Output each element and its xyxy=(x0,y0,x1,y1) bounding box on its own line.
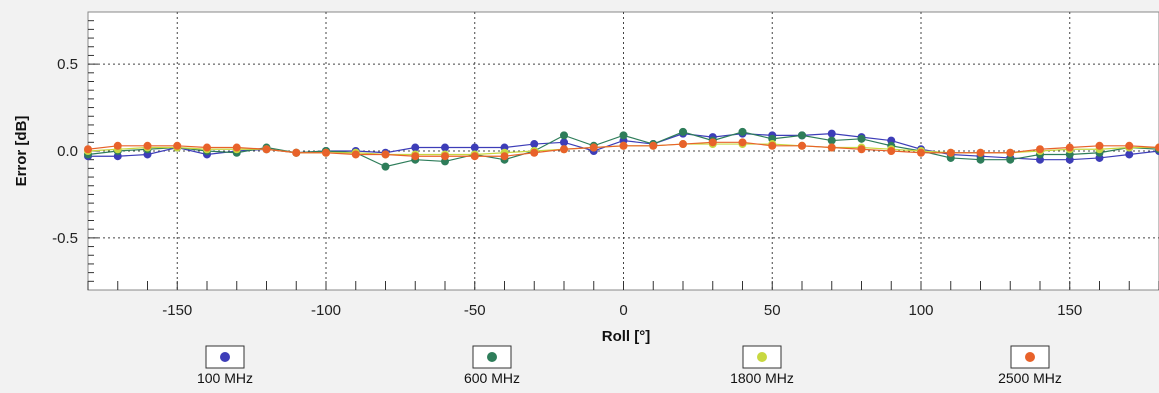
data-point-2500-mhz xyxy=(1006,148,1015,157)
data-point-2500-mhz xyxy=(649,141,658,150)
data-point-2500-mhz xyxy=(946,148,955,157)
grid-lines xyxy=(88,12,1159,290)
legend-item-2500-mhz: 2500 MHz xyxy=(998,345,1062,386)
data-point-600-mhz xyxy=(976,155,985,164)
data-point-2500-mhz xyxy=(768,141,777,150)
data-point-600-mhz xyxy=(738,127,747,136)
data-point-2500-mhz xyxy=(679,140,687,149)
data-point-2500-mhz xyxy=(262,145,271,154)
legend-item-600-mhz: 600 MHz xyxy=(464,345,520,386)
minor-ticks xyxy=(87,20,1159,290)
data-point-2500-mhz xyxy=(917,148,925,157)
legend: 100 MHz 600 MHz 1800 MHz 2500 MHz xyxy=(197,345,1062,386)
data-point-100-mhz xyxy=(470,143,479,152)
data-point-100-mhz xyxy=(560,138,568,147)
data-point-2500-mhz xyxy=(619,141,628,150)
data-point-2500-mhz xyxy=(173,141,182,150)
data-point-600-mhz xyxy=(1006,155,1015,164)
data-point-2500-mhz xyxy=(1065,143,1074,152)
data-point-100-mhz xyxy=(1125,150,1134,159)
data-point-2500-mhz xyxy=(500,152,509,161)
data-point-2500-mhz xyxy=(143,141,152,150)
data-point-100-mhz xyxy=(827,129,836,138)
x-tick-label: -100 xyxy=(311,302,341,319)
data-point-600-mhz xyxy=(560,131,568,140)
data-point-2500-mhz xyxy=(857,145,866,154)
data-point-2500-mhz xyxy=(1155,143,1159,152)
legend-marker xyxy=(487,352,497,362)
x-tick-label: 150 xyxy=(1057,302,1082,319)
data-point-600-mhz xyxy=(798,131,806,140)
x-axis-label: Roll [°] xyxy=(602,328,651,345)
data-point-600-mhz xyxy=(679,127,687,136)
data-point-2500-mhz xyxy=(292,148,301,157)
data-point-100-mhz xyxy=(530,140,539,149)
y-tick-label: -0.5 xyxy=(52,230,78,247)
data-point-2500-mhz xyxy=(113,141,122,150)
data-point-2500-mhz xyxy=(1125,141,1134,150)
data-point-2500-mhz xyxy=(232,143,241,152)
legend-label: 100 MHz xyxy=(197,370,253,386)
data-point-2500-mhz xyxy=(322,148,330,157)
y-tick-label: 0.0 xyxy=(57,143,78,160)
data-point-2500-mhz xyxy=(84,145,92,154)
data-point-2500-mhz xyxy=(351,150,360,159)
data-point-2500-mhz xyxy=(976,148,985,157)
series-2500-mhz xyxy=(84,138,1159,161)
data-point-600-mhz xyxy=(827,136,836,145)
data-point-2500-mhz xyxy=(441,152,449,161)
data-point-2500-mhz xyxy=(470,152,479,161)
legend-label: 600 MHz xyxy=(464,370,520,386)
legend-marker xyxy=(1025,352,1035,362)
x-tick-label: 50 xyxy=(764,302,781,319)
legend-marker xyxy=(220,352,230,362)
x-tick-labels: -150 -100 -50 0 50 100 150 xyxy=(162,302,1082,319)
data-point-2500-mhz xyxy=(827,143,836,152)
data-point-2500-mhz xyxy=(589,143,598,152)
data-point-2500-mhz xyxy=(203,143,211,152)
data-point-2500-mhz xyxy=(738,138,747,147)
legend-item-100-mhz: 100 MHz xyxy=(197,345,253,386)
series-layer xyxy=(84,127,1159,171)
data-point-2500-mhz xyxy=(411,152,420,161)
data-point-2500-mhz xyxy=(1095,141,1104,150)
data-point-2500-mhz xyxy=(381,150,390,159)
y-axis-label: Error [dB] xyxy=(13,116,30,187)
data-point-2500-mhz xyxy=(1036,145,1044,154)
x-tick-label: 0 xyxy=(619,302,627,319)
data-point-600-mhz xyxy=(857,134,866,143)
legend-marker xyxy=(757,352,767,362)
data-point-600-mhz xyxy=(619,131,628,140)
legend-label: 1800 MHz xyxy=(730,370,794,386)
y-tick-labels: 0.5 0.0 -0.5 xyxy=(52,56,78,247)
x-tick-label: 100 xyxy=(908,302,933,319)
legend-label: 2500 MHz xyxy=(998,370,1062,386)
data-point-2500-mhz xyxy=(798,141,806,150)
data-point-2500-mhz xyxy=(708,138,717,147)
data-point-2500-mhz xyxy=(530,148,539,157)
data-point-100-mhz xyxy=(441,143,449,152)
legend-item-1800-mhz: 1800 MHz xyxy=(730,345,794,386)
y-tick-label: 0.5 xyxy=(57,56,78,73)
data-point-100-mhz xyxy=(411,143,420,152)
x-tick-label: -50 xyxy=(464,302,486,319)
data-point-600-mhz xyxy=(381,162,390,171)
data-point-2500-mhz xyxy=(887,147,896,155)
data-point-2500-mhz xyxy=(560,145,568,154)
x-tick-label: -150 xyxy=(162,302,192,319)
